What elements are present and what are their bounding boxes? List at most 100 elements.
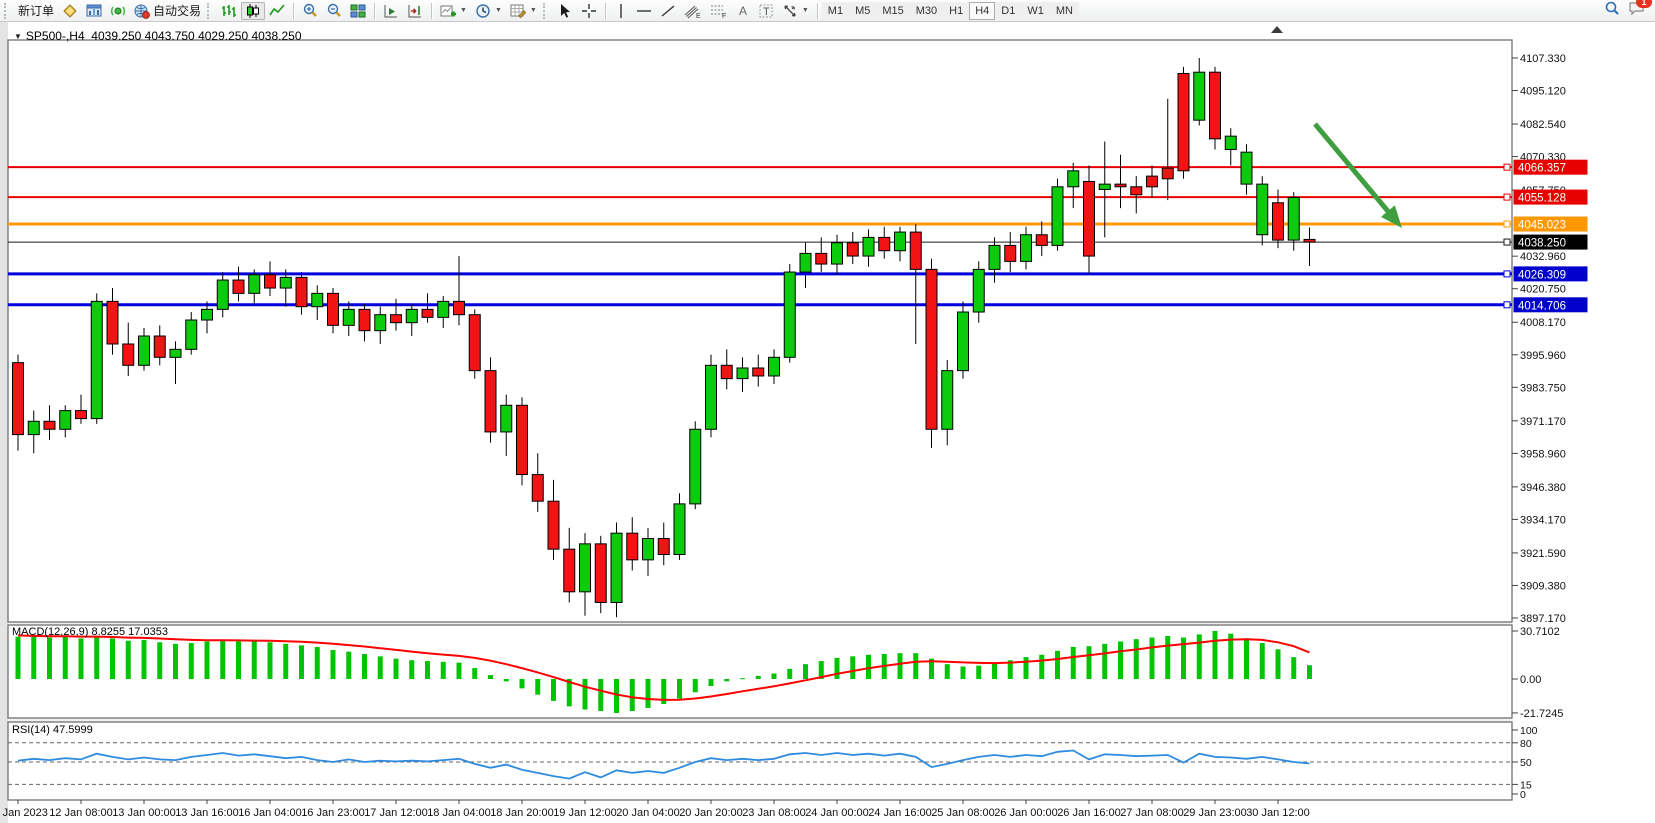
- svg-text:17 Jan 12:00: 17 Jan 12:00: [364, 807, 428, 819]
- svg-text:4038.250: 4038.250: [1518, 238, 1566, 250]
- search-icon[interactable]: [1604, 0, 1620, 21]
- timeframe-m1-button[interactable]: M1: [821, 1, 850, 20]
- timeframe-d1-button[interactable]: D1: [995, 1, 1022, 20]
- svg-text:3983.750: 3983.750: [1520, 382, 1566, 394]
- svg-text:20 Jan 20:00: 20 Jan 20:00: [679, 807, 743, 819]
- horizontal-line-tool-button[interactable]: [632, 2, 656, 20]
- timeframe-h1-button[interactable]: H1: [943, 1, 970, 20]
- svg-text:27 Jan 08:00: 27 Jan 08:00: [1120, 807, 1184, 819]
- svg-text:4026.309: 4026.309: [1518, 269, 1566, 281]
- channel-tool-button[interactable]: E: [680, 2, 706, 20]
- zoom-in-icon: [302, 3, 318, 19]
- svg-text:3946.380: 3946.380: [1520, 482, 1566, 494]
- bar-chart-mode-button[interactable]: [217, 2, 241, 20]
- dropdown-caret-icon: ▼: [494, 7, 502, 14]
- svg-text:13 Jan 00:00: 13 Jan 00:00: [112, 807, 176, 819]
- toolbar-drag-handle[interactable]: [542, 2, 549, 19]
- toolbar-drag-handle[interactable]: [207, 2, 213, 19]
- svg-text:4032.960: 4032.960: [1520, 251, 1566, 263]
- chart-background: [0, 22, 1655, 823]
- timeframe-mn-button[interactable]: MN: [1049, 1, 1079, 20]
- main-toolbar: 新订单 自动交易: [0, 0, 1655, 22]
- candle-chart-mode-button[interactable]: [241, 1, 266, 20]
- timeframe-m15-button[interactable]: M15: [876, 1, 910, 20]
- chart-shift-icon: [407, 3, 423, 19]
- chart-shift-button[interactable]: [403, 2, 427, 20]
- shapes-tool-button[interactable]: ▼: [778, 2, 813, 20]
- svg-text:30.7102: 30.7102: [1520, 626, 1560, 638]
- templates-button[interactable]: ▼: [506, 2, 541, 20]
- text-tool-button[interactable]: A: [732, 2, 754, 20]
- svg-text:80: 80: [1520, 738, 1532, 750]
- ohlc-bars-icon: [221, 3, 237, 19]
- notifications-button[interactable]: 1: [1628, 0, 1652, 21]
- periods-button[interactable]: ▼: [471, 2, 506, 20]
- auto-scroll-button[interactable]: [379, 2, 403, 20]
- svg-text:E: E: [696, 13, 701, 19]
- chart-canvas[interactable]: 4107.3304095.1204082.5404070.3304057.750…: [0, 22, 1655, 823]
- market-button[interactable]: [58, 2, 82, 20]
- svg-text:24 Jan 00:00: 24 Jan 00:00: [805, 807, 869, 819]
- timeframe-h4-button[interactable]: H4: [969, 1, 996, 20]
- timeframe-m5-button[interactable]: M5: [849, 1, 877, 20]
- tile-windows-icon: [350, 3, 366, 19]
- dropdown-caret-icon: ▼: [529, 7, 537, 14]
- svg-text:18 Jan 20:00: 18 Jan 20:00: [490, 807, 554, 819]
- candlesticks: [12, 58, 1316, 618]
- svg-text:18 Jan 04:00: 18 Jan 04:00: [427, 807, 491, 819]
- candlestick-icon: [245, 3, 261, 19]
- price-axis[interactable]: 4107.3304095.1204082.5404070.3304057.750…: [1503, 53, 1588, 625]
- new-order-label: 新订单: [18, 4, 55, 18]
- line-chart-mode-button[interactable]: [265, 2, 289, 20]
- svg-text:4020.750: 4020.750: [1520, 284, 1566, 296]
- vertical-line-icon: [614, 3, 628, 19]
- fibonacci-tool-button[interactable]: F: [706, 2, 732, 20]
- zoom-out-button[interactable]: [322, 2, 346, 20]
- crosshair-tool-button[interactable]: [577, 2, 601, 20]
- svg-text:100: 100: [1520, 725, 1538, 737]
- toolbar-separator: [293, 2, 295, 19]
- chart-shift-marker[interactable]: [1271, 26, 1283, 33]
- svg-text:26 Jan 00:00: 26 Jan 00:00: [994, 807, 1058, 819]
- dropdown-caret-icon: ▼: [460, 7, 467, 14]
- macd-axis[interactable]: 30.7102 0.00 -21.7245: [1512, 626, 1563, 720]
- svg-text:4107.330: 4107.330: [1520, 53, 1566, 65]
- cursor-tool-button[interactable]: [553, 2, 577, 20]
- indicators-button[interactable]: ▼: [436, 2, 471, 20]
- auto-scroll-icon: [383, 3, 399, 19]
- arrows-shapes-icon: [782, 3, 798, 19]
- autotrading-label: 自动交易: [153, 4, 202, 18]
- autotrading-button[interactable]: 自动交易: [130, 2, 205, 20]
- signals-button[interactable]: [106, 2, 130, 20]
- equidistant-channel-icon: E: [684, 3, 702, 19]
- tile-windows-button[interactable]: [346, 2, 370, 20]
- svg-text:3958.960: 3958.960: [1520, 448, 1566, 460]
- svg-text:-21.7245: -21.7245: [1520, 708, 1563, 720]
- trend-arrow-annotation[interactable]: [1313, 122, 1402, 228]
- autotrading-icon: [134, 3, 150, 19]
- svg-text:15: 15: [1520, 779, 1532, 791]
- svg-text:4066.357: 4066.357: [1518, 163, 1566, 175]
- toolbar-separator: [374, 2, 376, 19]
- timeframe-w1-button[interactable]: W1: [1021, 1, 1050, 20]
- svg-text:4055.128: 4055.128: [1518, 193, 1566, 205]
- svg-text:3934.170: 3934.170: [1520, 514, 1566, 526]
- templates-icon: [510, 3, 526, 19]
- svg-text:20 Jan 04:00: 20 Jan 04:00: [616, 807, 680, 819]
- toolbar-drag-handle[interactable]: [4, 2, 10, 19]
- line-chart-icon: [269, 3, 285, 19]
- cursor-arrow-icon: [557, 3, 573, 19]
- charts-window-button[interactable]: [82, 2, 106, 20]
- trendline-tool-button[interactable]: [656, 2, 680, 20]
- svg-text:12 Jan 08:00: 12 Jan 08:00: [49, 807, 113, 819]
- svg-text:3995.960: 3995.960: [1520, 350, 1566, 362]
- svg-text:13 Jan 16:00: 13 Jan 16:00: [175, 807, 239, 819]
- label-tool-button[interactable]: T: [754, 2, 778, 20]
- zoom-in-button[interactable]: [298, 2, 322, 20]
- vertical-line-tool-button[interactable]: [610, 2, 632, 20]
- new-order-button[interactable]: 新订单: [14, 2, 58, 20]
- timeframe-m30-button[interactable]: M30: [909, 1, 944, 20]
- add-indicator-icon: [440, 3, 457, 19]
